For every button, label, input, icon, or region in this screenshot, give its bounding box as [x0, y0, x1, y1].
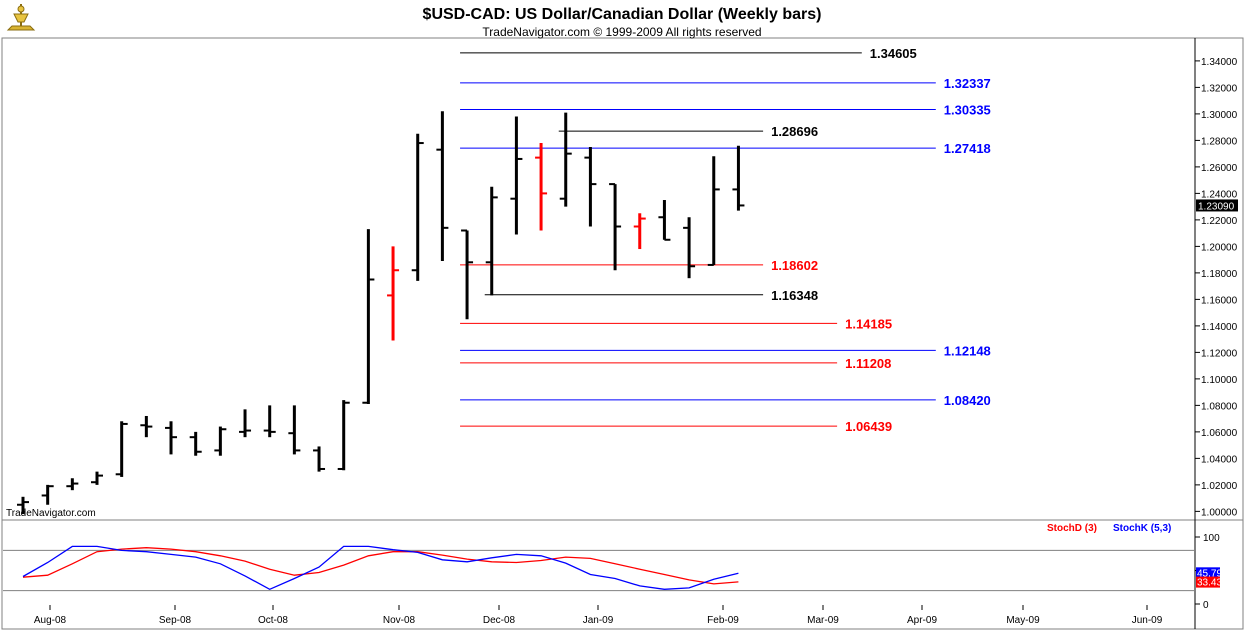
ohlc-bar — [707, 156, 720, 266]
y-tick-label: 1.26000 — [1201, 163, 1238, 174]
stochk-last-label: 45.79 — [1197, 568, 1222, 579]
y-tick-label: 1.08000 — [1201, 401, 1238, 412]
ohlc-bar — [140, 415, 153, 438]
ohlc-bar — [510, 116, 523, 235]
stoch-tick-label: 0 — [1203, 600, 1209, 611]
ohlc-bar — [362, 229, 375, 405]
level-label: 1.27418 — [944, 141, 991, 156]
ohlc-bar — [263, 405, 276, 438]
chart-title: $USD-CAD: US Dollar/Canadian Dollar (Wee… — [423, 6, 822, 23]
x-tick-label: May-09 — [1006, 615, 1040, 626]
y-tick-label: 1.02000 — [1201, 481, 1238, 492]
x-tick-label: Dec-08 — [483, 615, 516, 626]
level-label: 1.06439 — [845, 419, 892, 434]
ohlc-bar — [658, 200, 671, 241]
ohlc-bar — [337, 400, 350, 471]
level-label: 1.30335 — [944, 102, 991, 117]
y-tick-label: 1.16000 — [1201, 295, 1238, 306]
last-price-box — [1196, 199, 1238, 212]
ohlc-bar — [535, 143, 548, 231]
ohlc-bar — [214, 426, 227, 456]
y-tick-label: 1.22000 — [1201, 216, 1238, 227]
level-label: 1.08420 — [944, 393, 991, 408]
y-tick-label: 1.34000 — [1201, 57, 1238, 68]
x-tick-label: Oct-08 — [258, 615, 288, 626]
stochk-last-box — [1196, 567, 1220, 579]
level-label: 1.32337 — [944, 76, 991, 91]
ohlc-bar — [461, 229, 474, 320]
ohlc-bar — [91, 471, 104, 485]
level-label: 1.14185 — [845, 316, 892, 331]
y-tick-label: 1.28000 — [1201, 136, 1238, 147]
ohlc-bar — [41, 484, 54, 505]
ohlc-bar — [609, 183, 622, 271]
ohlc-bar — [17, 496, 29, 515]
legend-stochk: StochK (5,3) — [1113, 523, 1171, 534]
level-label: 1.16348 — [771, 288, 818, 303]
x-tick-label: Nov-08 — [383, 615, 416, 626]
y-tick-label: 1.18000 — [1201, 269, 1238, 280]
last-price-tag: 1.23090 — [1196, 199, 1238, 212]
y-tick-label: 1.20000 — [1201, 242, 1238, 253]
trade-navigator-logo-icon — [6, 4, 36, 31]
ohlc-bar — [436, 111, 449, 261]
stochd-last-box — [1196, 576, 1220, 588]
ohlc-bar — [633, 213, 646, 250]
ohlc-bar — [387, 246, 400, 341]
y-tick-label: 1.06000 — [1201, 428, 1238, 439]
x-tick-label: Sep-08 — [159, 615, 192, 626]
y-tick-label: 1.14000 — [1201, 322, 1238, 333]
ohlc-bar — [683, 217, 696, 279]
legend-stochd: StochD (3) — [1047, 523, 1097, 534]
stochk-line — [22, 545, 739, 591]
y-tick-label: 1.32000 — [1201, 83, 1238, 94]
ohlc-bar — [189, 431, 202, 456]
chart-border — [1, 37, 1244, 630]
ohlc-bar — [239, 409, 252, 438]
ohlc-bar — [411, 133, 424, 281]
x-tick-label: Jun-09 — [1132, 615, 1163, 626]
level-label: 1.34605 — [870, 46, 917, 61]
ohlc-bar — [485, 186, 498, 296]
watermark: TradeNavigator.com — [6, 508, 96, 519]
y-tick-label: 1.10000 — [1201, 375, 1238, 386]
y-axis-ticks: 1.00000 1.02000 1.04000 1.06000 1.08000 1.100… — [1195, 57, 1238, 518]
y-tick-label: 1.30000 — [1201, 110, 1238, 121]
y-tick-label: 1.12000 — [1201, 348, 1238, 359]
ohlc-bar — [288, 405, 301, 455]
x-tick-label: Apr-09 — [907, 615, 937, 626]
level-label: 1.11208 — [845, 356, 891, 371]
y-tick-label: 1.00000 — [1201, 507, 1238, 518]
x-tick-label: Jan-09 — [583, 615, 614, 626]
ohlc-bar — [584, 147, 597, 227]
ohlc-bar — [559, 112, 572, 207]
y-tick-label: 1.04000 — [1201, 454, 1238, 465]
chart-subtitle: TradeNavigator.com © 1999-2009 All right… — [482, 25, 761, 39]
level-label: 1.18602 — [771, 258, 818, 273]
ohlc-bar — [732, 145, 745, 211]
ohlc-bar — [115, 421, 128, 477]
ohlc-bar — [66, 478, 79, 491]
ohlc-bar — [165, 421, 178, 455]
x-tick-label: Mar-09 — [807, 615, 839, 626]
ohlc-bar — [313, 446, 326, 472]
x-axis-ticks: Aug-08 Sep-08 Oct-08 Nov-08 Dec-08 Jan-09 Feb-… — [34, 605, 1163, 626]
bars-layer — [17, 111, 745, 515]
last-price-label: 1.23090 — [1198, 201, 1235, 212]
level-label: 1.28696 — [771, 124, 818, 139]
stochd-last-label: 33.43 — [1197, 578, 1222, 589]
stochd-line — [22, 547, 739, 585]
level-label: 1.12148 — [944, 343, 991, 358]
x-tick-label: Feb-09 — [707, 615, 739, 626]
y-tick-label: 1.24000 — [1201, 189, 1238, 200]
stoch-tick-label: 100 — [1203, 533, 1220, 544]
levels-layer: 1.34605 1.32337 1.30335 1.28696 1.27418 1.186… — [460, 46, 991, 434]
x-tick-label: Aug-08 — [34, 615, 67, 626]
